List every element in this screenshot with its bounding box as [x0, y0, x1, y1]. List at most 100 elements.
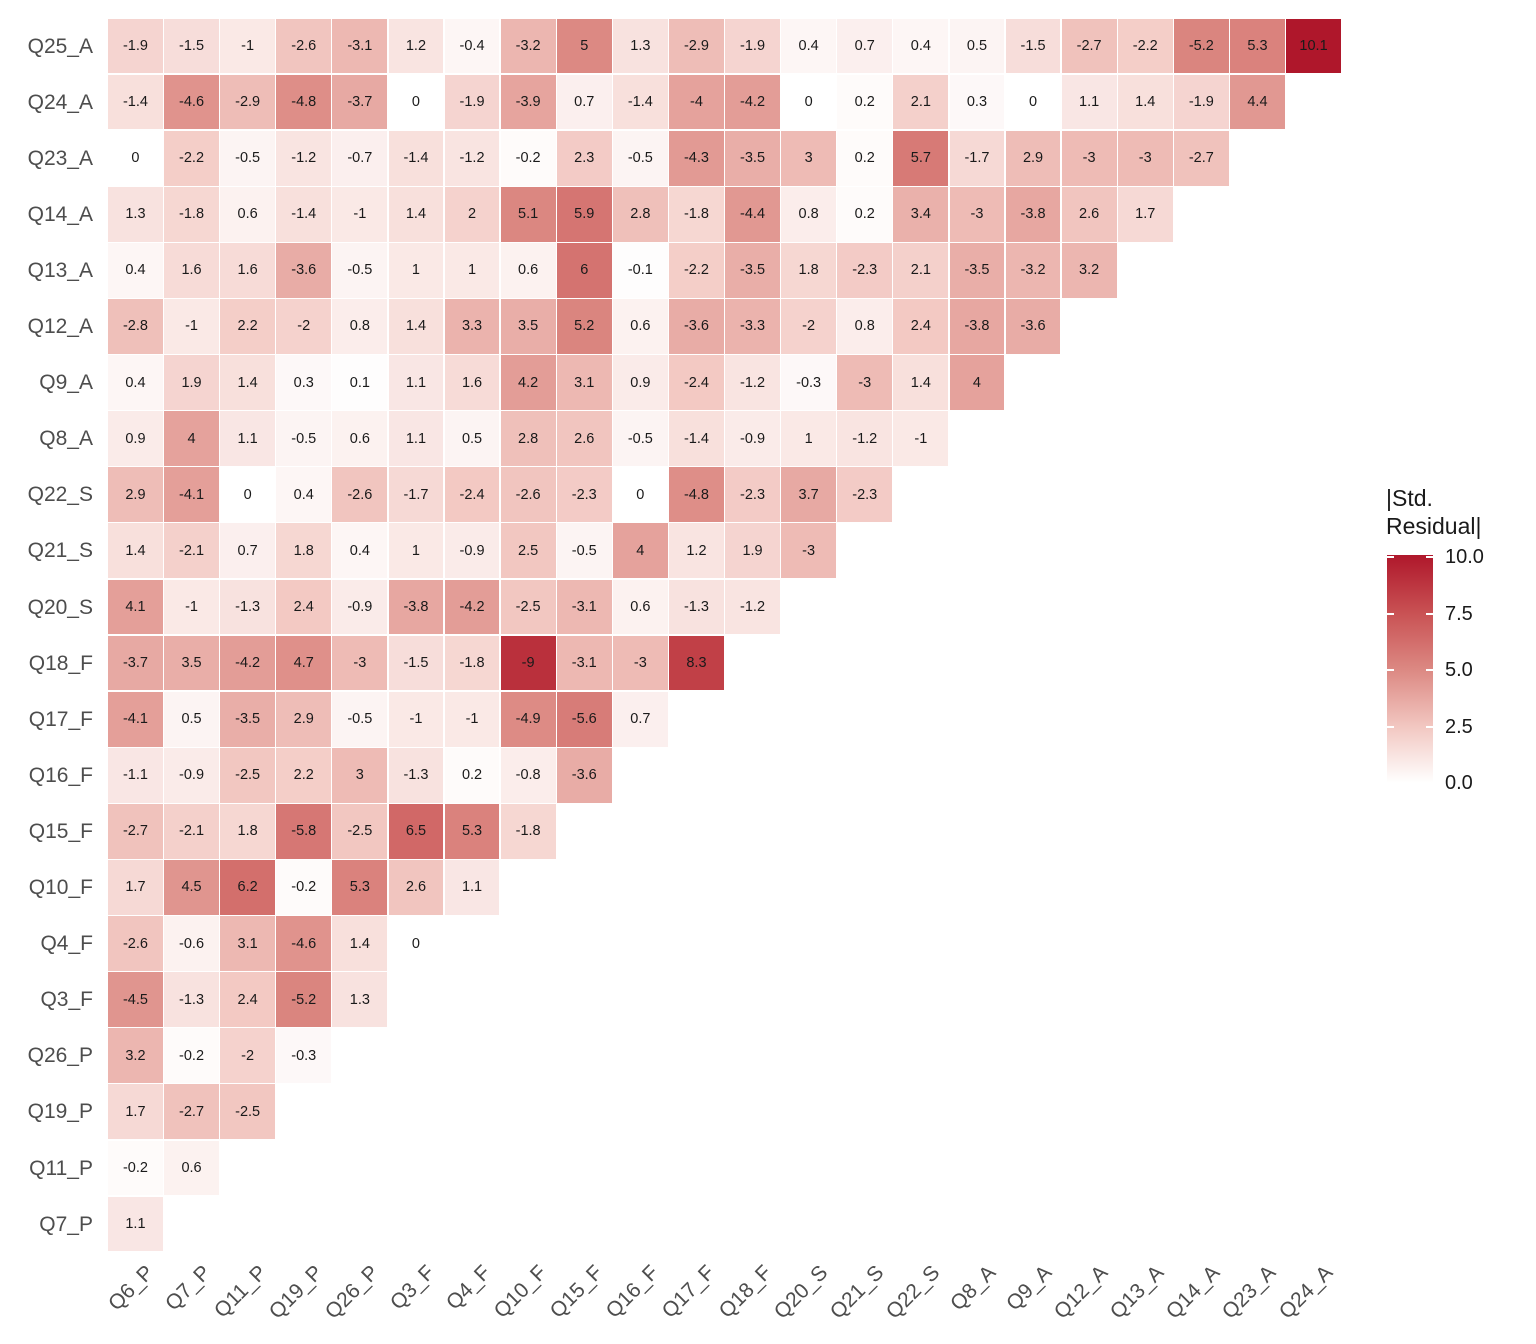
heatmap-cell: -1.2	[725, 579, 780, 635]
heatmap-cell: -2.5	[220, 1084, 276, 1140]
heatmap-cell: -1.9	[444, 74, 500, 130]
heatmap-cell: 4.4	[1230, 74, 1285, 130]
heatmap-cell: -3	[1061, 130, 1117, 186]
heatmap-cell: 5.1	[500, 186, 556, 242]
heatmap-cell: -3	[1117, 130, 1173, 186]
heatmap-cell: 2.2	[276, 747, 332, 803]
heatmap-cell: -1.1	[108, 747, 163, 803]
heatmap-cell: -4.6	[276, 916, 332, 971]
heatmap-cell: -0.6	[164, 916, 219, 971]
heatmap-cell: -1.8	[500, 803, 556, 859]
heatmap-cell: 1	[444, 242, 500, 298]
heatmap-cell: -3.5	[949, 242, 1005, 298]
y-axis-label: Q15_F	[28, 819, 93, 843]
heatmap-cell: 4	[164, 411, 219, 467]
heatmap-cell: -1	[164, 299, 219, 354]
y-axis-label: Q18_F	[28, 651, 93, 675]
heatmap-cell: -5.2	[1173, 18, 1229, 74]
heatmap-cell: 4.5	[164, 860, 219, 915]
heatmap-cell: -2.3	[837, 467, 893, 523]
heatmap-cell: -3.1	[556, 579, 612, 635]
heatmap-cell: -3	[332, 635, 388, 691]
heatmap-cell: 2.1	[893, 242, 949, 298]
colorbar-tick	[1387, 556, 1394, 559]
heatmap-cell: 1	[388, 242, 444, 298]
heatmap-cell: -1.3	[220, 579, 276, 635]
heatmap-cell: -3	[949, 186, 1005, 242]
y-axis-label: Q17_F	[28, 707, 93, 731]
heatmap-cell: -3	[781, 523, 837, 579]
heatmap-cell: 2.2	[220, 299, 276, 354]
heatmap-cell: -4.3	[669, 130, 724, 186]
heatmap-cell: 6.2	[220, 860, 276, 915]
heatmap-cell: 0.7	[612, 691, 668, 747]
heatmap-cell: 0	[1005, 74, 1061, 130]
heatmap-cell: -9	[500, 635, 556, 691]
heatmap-cell: -5.8	[276, 803, 332, 859]
heatmap-cell: -4	[669, 74, 724, 130]
y-axis-label: Q26_P	[27, 1044, 93, 1068]
heatmap-cell: -4.8	[669, 467, 724, 523]
heatmap-cell: 1.6	[444, 355, 500, 410]
heatmap-cell: -2.4	[444, 467, 500, 523]
x-axis-label: Q22_S	[881, 1261, 945, 1324]
colorbar-tick	[1387, 725, 1394, 728]
heatmap-cell: 2.5	[500, 523, 556, 579]
x-axis-label: Q3_F	[385, 1261, 440, 1315]
heatmap-cell: 8.3	[669, 635, 724, 691]
heatmap-cell: 6	[556, 242, 612, 298]
heatmap-cell: -3.7	[332, 74, 388, 130]
x-axis-label: Q17_F	[658, 1261, 720, 1323]
y-axis-label: Q23_A	[27, 146, 93, 170]
heatmap-cell: -1.7	[949, 130, 1005, 186]
heatmap-cell: 6.5	[388, 803, 444, 859]
heatmap-cell: 3.4	[893, 186, 949, 242]
heatmap-cell: -1.8	[444, 635, 500, 691]
heatmap-cell: 1.8	[220, 803, 276, 859]
heatmap-cell: -3.1	[556, 635, 612, 691]
heatmap-cell: 4	[612, 523, 668, 579]
heatmap-cell: -0.2	[500, 130, 556, 186]
heatmap-cell: 0.5	[164, 691, 219, 747]
heatmap-cell: 3.5	[164, 635, 219, 691]
heatmap-cell: -1.3	[164, 972, 219, 1028]
heatmap-cell: -1.4	[276, 186, 332, 242]
heatmap-cell: -0.3	[276, 1028, 332, 1084]
x-axis-label: Q16_F	[601, 1261, 664, 1323]
heatmap-cell: 5.3	[444, 803, 500, 859]
heatmap-cell: -1.5	[388, 635, 444, 691]
heatmap-cell: 2.3	[556, 130, 612, 186]
heatmap-cell: -2	[276, 299, 332, 354]
colorbar-tick-label: 7.5	[1445, 602, 1473, 625]
heatmap-cell: 2.1	[893, 74, 949, 130]
heatmap-cell: 2.9	[108, 467, 163, 523]
heatmap-cell: 1.7	[108, 860, 163, 915]
heatmap-cell: -1.4	[108, 74, 163, 130]
heatmap-cell: 5.7	[893, 130, 949, 186]
legend-title-line2: Residual|	[1386, 513, 1482, 539]
y-axis-label: Q3_F	[40, 988, 93, 1012]
heatmap-cell: 0	[388, 916, 444, 971]
x-axis-label: Q13_A	[1106, 1261, 1169, 1324]
heatmap-cell: 1.7	[108, 1084, 163, 1140]
heatmap-cell: -1.2	[725, 355, 780, 410]
heatmap-cell: 0.4	[893, 18, 949, 74]
heatmap-cell: 1.1	[444, 860, 500, 915]
x-axis-label: Q11_P	[209, 1261, 271, 1323]
heatmap-cell: -0.5	[332, 242, 388, 298]
heatmap-cell: -4.9	[500, 691, 556, 747]
heatmap-cell: 0.7	[220, 523, 276, 579]
heatmap-cell: 1.7	[1117, 186, 1173, 242]
heatmap-cell: -1.5	[164, 18, 219, 74]
x-axis-label: Q9_A	[1002, 1261, 1057, 1316]
heatmap-cell: -2.1	[164, 803, 219, 859]
colorbar-tick	[1426, 556, 1433, 559]
heatmap-cell: -1.9	[108, 18, 163, 74]
heatmap-cell: -1.3	[388, 747, 444, 803]
heatmap-cell: 1.3	[612, 18, 668, 74]
colorbar-tick-label: 10.0	[1445, 546, 1484, 569]
colorbar-tick-label: 2.5	[1445, 715, 1473, 738]
heatmap-cell: 0.5	[949, 18, 1005, 74]
heatmap-cell: -0.9	[164, 747, 219, 803]
legend-title: |Std. Residual|	[1386, 484, 1481, 540]
